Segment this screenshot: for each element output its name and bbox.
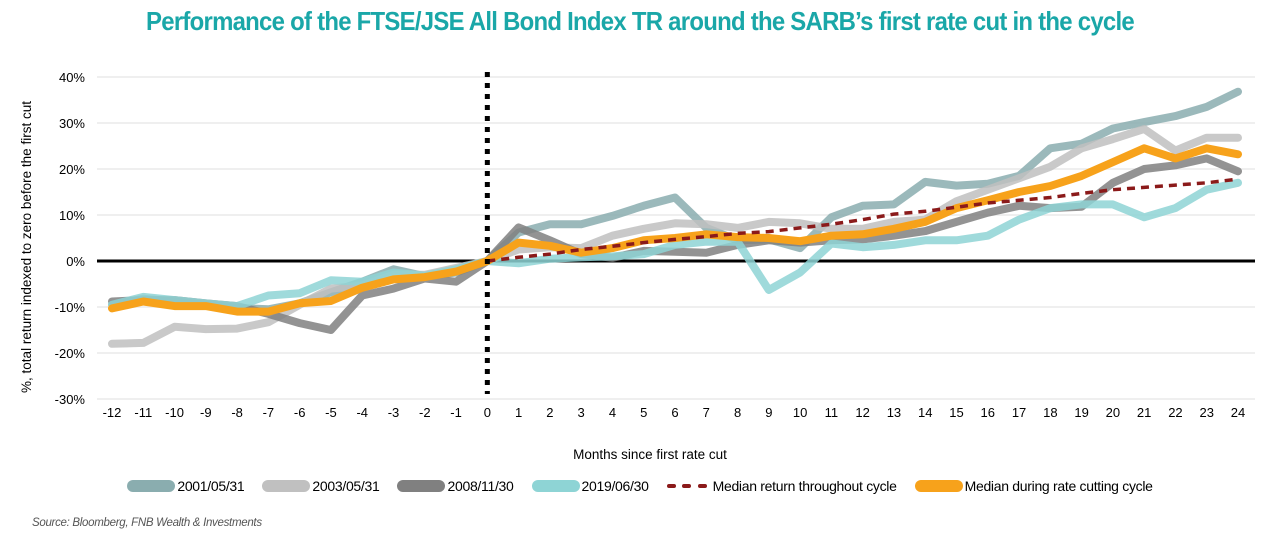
x-tick-label: 2 [546,405,553,420]
x-tick-label: 6 [671,405,678,420]
series-line-2019-06-30 [108,178,1242,311]
y-tick-label: 10% [59,208,85,223]
x-tick-label: 13 [887,405,901,420]
x-tick-label: 19 [1074,405,1088,420]
legend-item: Median during rate cutting cycle [914,478,1153,494]
x-tick-label: -4 [356,405,368,420]
x-tick-label: -6 [294,405,306,420]
x-tick-label: 9 [765,405,772,420]
legend-label: Median during rate cutting cycle [964,478,1153,494]
x-axis-label: Months since first rate cut [573,447,727,462]
x-tick-label: -7 [263,405,275,420]
y-tick-label: -30% [55,392,86,407]
y-tick-label: 0% [66,254,85,269]
legend-item: Median return throughout cycle [666,478,897,494]
x-tick-label: 23 [1199,405,1213,420]
legend-item: 2019/06/30 [531,478,649,494]
legend-item: 2008/11/30 [397,478,514,494]
x-tick-label: 1 [515,405,522,420]
y-tick-label: -20% [55,346,86,361]
x-tick-label: 10 [793,405,807,420]
x-tick-label: 3 [578,405,585,420]
x-tick-label: 15 [949,405,963,420]
legend: 2001/05/31 2003/05/31 2008/11/30 2019/06/30… [0,478,1280,494]
legend-label: 2003/05/31 [312,478,380,494]
x-tick-label: -1 [450,405,462,420]
x-tick-label: 11 [825,405,839,420]
x-tick-label: 16 [981,405,995,420]
legend-item: 2003/05/31 [262,478,380,494]
x-tick-label: -9 [200,405,212,420]
x-tick-label: 20 [1106,405,1120,420]
x-tick-label: -2 [419,405,431,420]
x-tick-label: 21 [1137,405,1151,420]
x-tick-label: -3 [388,405,400,420]
legend-swatch [127,480,176,492]
x-tick-label: 14 [918,405,932,420]
legend-swatch [262,480,311,492]
legend-label: 2008/11/30 [447,478,514,494]
x-tick-label: 5 [640,405,647,420]
source-note: Source: Bloomberg, FNB Wealth & Investme… [32,517,262,529]
legend-item: 2001/05/31 [127,478,245,494]
x-tick-label: 12 [855,405,869,420]
y-axis-label: %, total return indexed to zero before t… [19,101,34,393]
x-tick-label: -5 [325,405,337,420]
y-tick-label: 20% [59,162,85,177]
legend-label: 2019/06/30 [581,478,649,494]
series-line-median-during-rate-cutting-cycle [108,144,1242,316]
legend-swatch [397,480,446,492]
x-tick-label: 7 [703,405,710,420]
x-tick-label: 0 [484,405,491,420]
x-tick-label: 8 [734,405,741,420]
x-tick-label: -12 [103,405,122,420]
legend-swatch [666,480,707,492]
x-tick-label: 24 [1231,405,1245,420]
x-tick-label: 17 [1012,405,1026,420]
x-tick-label: 18 [1043,405,1057,420]
legend-label: 2001/05/31 [177,478,245,494]
y-tick-label: 30% [59,116,85,131]
x-tick-label: 22 [1168,405,1182,420]
y-axis-ticks: -30% -20% -10% 0% 10% 20% 30% 40% [55,70,86,407]
chart-title: Performance of the FTSE/JSE All Bond Ind… [146,6,1135,36]
x-axis-ticks: -12 -11 -10 -9 -8 -7 -6 -5 -4 -3 -2 -1 0 1 2 3 4 5 6 7 8 9 10 1… [103,405,1246,420]
x-tick-label: -11 [134,405,152,420]
y-tick-label: 40% [59,70,85,85]
series-line-2001-05-31 [108,87,1242,314]
legend-label: Median return throughout cycle [712,478,897,494]
legend-swatch [531,480,580,492]
x-tick-label: -8 [231,405,243,420]
y-tick-label: -10% [55,300,86,315]
series-lines [108,87,1242,348]
x-tick-label: 4 [609,405,616,420]
x-tick-label: -10 [165,405,184,420]
legend-swatch [914,480,963,492]
